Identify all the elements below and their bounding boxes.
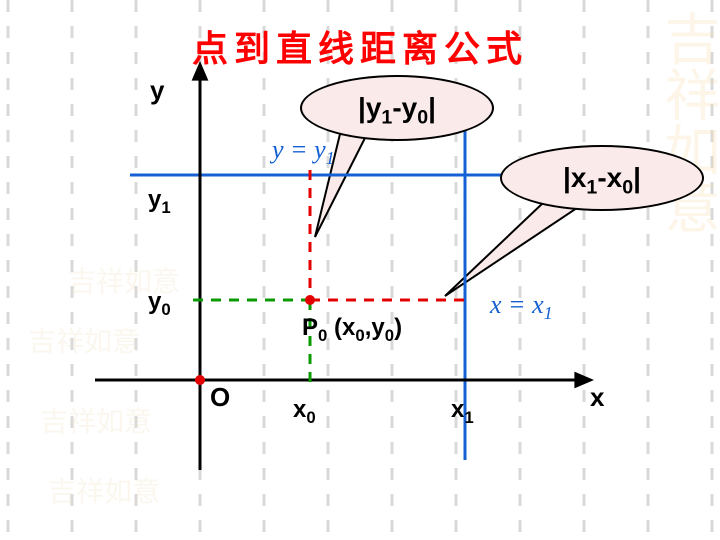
callout-dy: |y1-y0| [300, 75, 494, 141]
x0-tick-label: x0 [293, 396, 316, 428]
callout-dy-label: |y1-y0| [358, 92, 436, 123]
slide: 吉祥如意 吉祥如意 吉祥如意 吉祥如意 吉祥如意 点到直线距离公式 |y1-y0… [0, 0, 720, 540]
callout-dx-label: |x1-x0| [563, 162, 641, 193]
y1-tick-label: y1 [148, 186, 171, 218]
line-y-label: y = y1 [272, 135, 335, 169]
x1-tick-label: x1 [451, 396, 474, 428]
origin-label: O [210, 382, 230, 413]
callout-dx: |x1-x0| [500, 145, 704, 211]
x-axis-label: x [590, 382, 604, 413]
line-x-label: x = x1 [490, 290, 553, 324]
y0-tick-label: y0 [148, 288, 171, 320]
point-p0-label: P0 (x0,y0) [302, 314, 402, 346]
y-axis-label: y [150, 75, 164, 106]
